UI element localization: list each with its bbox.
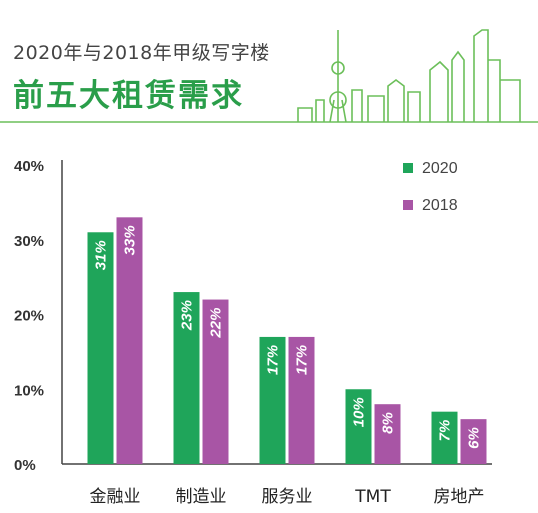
legend-label: 2018 [422, 197, 458, 214]
legend-swatch-2020 [403, 163, 413, 173]
data-label: 23% [179, 300, 196, 331]
bar-2018 [460, 419, 487, 464]
bar-2020 [345, 389, 372, 464]
x-tick-label: TMT [354, 487, 391, 507]
chart-header: 2020年与2018年甲级写字楼 前五大租赁需求 [0, 0, 538, 130]
bar-2018 [288, 336, 315, 464]
bar-2018 [116, 217, 143, 464]
data-label: 7% [437, 420, 454, 442]
y-tick-label: 20% [14, 308, 44, 325]
data-label: 31% [93, 240, 110, 270]
skyline-illustration [0, 29, 538, 123]
x-tick-label: 服务业 [262, 487, 313, 507]
chart-title: 前五大租赁需求 [13, 78, 244, 114]
y-tick-label: 30% [14, 233, 44, 250]
bar-2018 [374, 404, 401, 464]
data-label: 17% [265, 345, 282, 375]
data-label: 33% [122, 225, 139, 255]
x-tick-label: 制造业 [176, 487, 227, 507]
bar-2020 [173, 292, 200, 464]
y-tick-label: 10% [14, 382, 44, 399]
x-tick-label: 房地产 [434, 487, 485, 507]
chart-subtitle: 2020年与2018年甲级写字楼 [13, 42, 270, 64]
bar-2020 [431, 411, 458, 464]
legend-label: 2020 [422, 160, 458, 177]
bar-2020 [87, 232, 114, 464]
y-tick-label: 0% [14, 457, 36, 474]
data-label: 6% [466, 427, 483, 449]
bar-2018 [202, 299, 229, 464]
legend-swatch-2018 [403, 200, 413, 210]
x-tick-label: 金融业 [90, 487, 141, 507]
data-label: 10% [351, 397, 368, 427]
y-tick-label: 40% [14, 158, 44, 175]
bar-2020 [259, 336, 286, 464]
data-label: 22% [208, 308, 225, 339]
data-label: 8% [380, 412, 397, 434]
bar-chart: 0% 10% 20% 30% 40% 31% 33% 金融业 23% 22% 制造业 17% 17% 服务… [14, 158, 492, 507]
data-label: 17% [294, 345, 311, 375]
